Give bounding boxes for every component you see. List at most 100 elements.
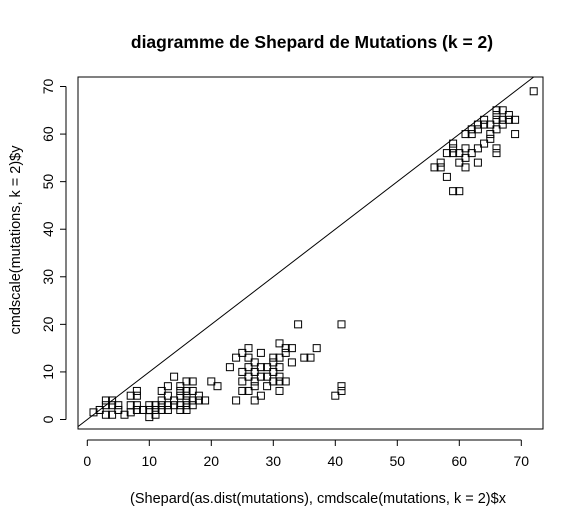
data-point	[89, 408, 98, 417]
data-point	[504, 111, 513, 120]
y-axis: 0 10 20 30 40 50 60 70	[40, 79, 67, 423]
data-points-group	[89, 87, 538, 422]
data-point	[269, 353, 278, 362]
data-point	[232, 353, 241, 362]
data-point	[275, 339, 284, 348]
data-point	[182, 391, 191, 400]
data-point	[188, 401, 197, 410]
data-point	[194, 391, 203, 400]
data-point	[108, 396, 117, 405]
data-point	[442, 149, 451, 158]
data-point	[473, 120, 482, 129]
data-point	[498, 115, 507, 124]
data-point	[108, 410, 117, 419]
data-point	[157, 396, 166, 405]
data-point	[101, 410, 110, 419]
data-point	[473, 144, 482, 153]
data-point	[256, 348, 265, 357]
data-point	[250, 396, 259, 405]
data-point	[480, 139, 489, 148]
data-point	[467, 130, 476, 139]
data-point	[120, 410, 129, 419]
data-point	[244, 353, 253, 362]
data-point	[294, 320, 303, 329]
data-point	[449, 139, 458, 148]
data-point	[176, 391, 185, 400]
data-point	[511, 130, 520, 139]
data-point	[256, 391, 265, 400]
data-point	[300, 353, 309, 362]
data-point	[269, 377, 278, 386]
data-point	[480, 115, 489, 124]
data-point	[132, 391, 141, 400]
data-point	[337, 382, 346, 391]
data-point	[238, 367, 247, 376]
data-point	[498, 106, 507, 115]
data-point	[430, 163, 439, 172]
data-point	[461, 144, 470, 153]
data-point	[151, 410, 160, 419]
data-point	[455, 187, 464, 196]
data-point	[132, 401, 141, 410]
data-point	[492, 106, 501, 115]
data-point	[263, 363, 272, 372]
data-point	[101, 396, 110, 405]
data-point	[250, 377, 259, 386]
data-point	[132, 386, 141, 395]
data-point	[139, 405, 148, 414]
data-point	[442, 172, 451, 181]
data-point	[312, 344, 321, 353]
data-point	[480, 120, 489, 129]
data-point	[151, 405, 160, 414]
data-point	[176, 405, 185, 414]
data-point	[467, 125, 476, 134]
data-point	[281, 348, 290, 357]
data-point	[275, 377, 284, 386]
data-point	[275, 386, 284, 395]
data-point	[337, 386, 346, 395]
data-point	[225, 363, 234, 372]
data-point	[287, 344, 296, 353]
data-point	[486, 130, 495, 139]
y-tick-label: 30	[40, 269, 56, 285]
data-point	[455, 158, 464, 167]
y-axis-label: cmdscale(mutations, k = 2)$y	[8, 145, 24, 335]
data-point	[244, 344, 253, 353]
data-point	[250, 382, 259, 391]
data-point	[244, 386, 253, 395]
data-point	[461, 163, 470, 172]
x-axis-label: (Shepard(as.dist(mutations), cmdscale(mu…	[130, 491, 507, 507]
chart-title: diagramme de Shepard de Mutations (k = 2…	[131, 32, 493, 52]
data-point	[213, 382, 222, 391]
y-tick-label: 10	[40, 364, 56, 380]
data-point	[157, 405, 166, 414]
data-point	[238, 377, 247, 386]
data-point	[157, 386, 166, 395]
data-point	[511, 115, 520, 124]
data-point	[188, 377, 197, 386]
data-point	[256, 372, 265, 381]
x-tick-label: 40	[328, 453, 344, 469]
data-point	[176, 382, 185, 391]
data-point	[287, 358, 296, 367]
x-tick-label: 60	[452, 453, 468, 469]
data-point	[151, 401, 160, 410]
data-point	[170, 396, 179, 405]
data-point	[244, 363, 253, 372]
data-point	[182, 401, 191, 410]
data-point	[188, 396, 197, 405]
data-point	[504, 115, 513, 124]
data-point	[281, 344, 290, 353]
x-tick-label: 20	[204, 453, 220, 469]
data-point	[238, 348, 247, 357]
x-tick-label: 0	[83, 453, 91, 469]
data-point	[269, 358, 278, 367]
data-point	[492, 125, 501, 134]
data-point	[170, 372, 179, 381]
data-point	[337, 320, 346, 329]
data-point	[145, 405, 154, 414]
data-point	[101, 401, 110, 410]
y-tick-label: 70	[40, 79, 56, 95]
data-point	[486, 134, 495, 143]
